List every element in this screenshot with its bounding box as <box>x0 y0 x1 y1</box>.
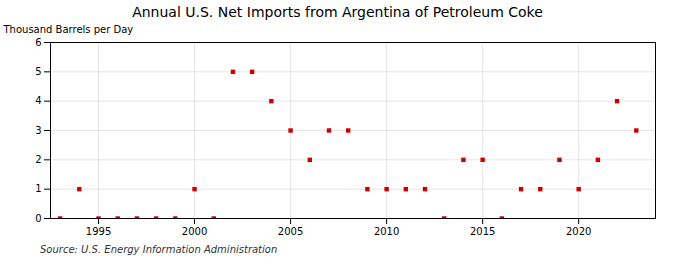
svg-text:1: 1 <box>35 183 41 194</box>
html-text:Source: U.S. Energy Informatio: Source: U.S. Energy Information Administ… <box>40 244 278 255</box>
svg-text:2000: 2000 <box>182 226 207 237</box>
html-text:Annual U.S. Net Imports from A: Annual U.S. Net Imports from Argentina o… <box>132 4 543 20</box>
svg-text:1995: 1995 <box>86 226 111 237</box>
svg-text:4: 4 <box>35 95 41 106</box>
svg-text:2015: 2015 <box>470 226 495 237</box>
svg-text:0: 0 <box>35 213 41 224</box>
svg-text:2010: 2010 <box>374 226 399 237</box>
svg-text:6: 6 <box>35 37 41 48</box>
svg-text:3: 3 <box>35 125 41 136</box>
svg-text:2: 2 <box>35 154 41 165</box>
svg-text:2005: 2005 <box>278 226 303 237</box>
svg-text:2020: 2020 <box>566 226 591 237</box>
svg-text:5: 5 <box>35 66 41 77</box>
svg-text:Thousand Barrels per Day: Thousand Barrels per Day <box>3 24 134 35</box>
